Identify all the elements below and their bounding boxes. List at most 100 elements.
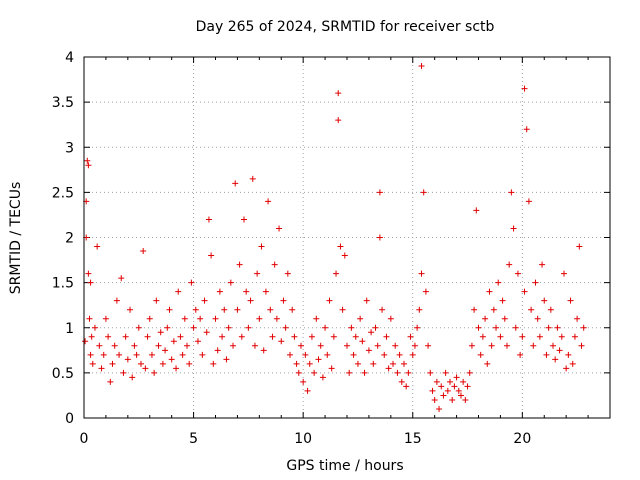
data-point [166,306,173,313]
data-point [352,333,359,340]
data-point [344,342,350,349]
data-point [107,378,114,385]
data-point [429,387,436,394]
data-point [576,243,583,250]
data-point [271,261,278,268]
data-point [536,333,543,340]
data-point [159,360,166,367]
data-point [451,383,458,390]
data-point [162,347,169,354]
data-point [506,261,513,268]
data-point [471,306,478,313]
data-point [203,329,210,336]
data-point [499,297,506,304]
data-point [510,225,517,232]
data-point [190,324,197,331]
data-point [405,369,412,376]
data-point [414,324,421,331]
data-point [135,324,142,331]
grid-lines [84,57,610,418]
data-point [300,378,307,385]
data-point [368,329,375,336]
data-point [91,324,98,331]
y-tick-label: 1 [65,321,74,337]
data-point [214,347,221,354]
data-point [361,369,368,376]
data-point [105,333,112,340]
data-point [179,351,186,358]
data-point [258,243,265,250]
data-point [205,216,212,223]
data-point [216,288,223,295]
y-tick-label: 0.5 [52,366,74,382]
data-point [532,279,539,286]
data-point [442,369,449,376]
data-point [521,85,528,92]
data-point [317,342,324,349]
data-point [223,356,230,363]
data-point [293,360,300,367]
data-point [157,329,164,336]
data-point [194,338,201,345]
data-point [396,351,403,358]
data-point [398,378,405,385]
data-point [486,288,493,295]
data-point [113,297,120,304]
data-point [444,387,451,394]
x-tick-label: 20 [513,431,531,447]
data-point [556,347,563,354]
data-point [514,270,521,277]
data-point [144,333,151,340]
data-point [155,342,162,349]
data-point [440,392,447,399]
data-point [96,342,103,349]
data-point [418,63,425,70]
data-point [333,270,340,277]
data-point [374,342,381,349]
data-point [249,175,256,182]
data-point [188,279,195,286]
data-point [234,306,241,313]
data-point [390,360,397,367]
data-point [534,315,541,322]
data-point [243,288,250,295]
data-point [153,297,160,304]
data-point [547,306,554,313]
data-point [339,306,346,313]
data-point [578,342,585,349]
data-point [488,342,495,349]
data-point [210,360,217,367]
data-point [359,338,366,345]
data-point [133,351,140,358]
data-point [100,351,107,358]
data-point [482,315,489,322]
data-point [98,365,105,372]
data-point [109,360,116,367]
data-point [102,315,109,322]
data-point [400,360,407,367]
data-point [560,270,567,277]
data-point [240,216,247,223]
data-point [479,333,486,340]
plot-frame [83,56,611,419]
data-point [543,351,550,358]
data-point [484,360,491,367]
data-point [219,333,226,340]
data-point [201,297,208,304]
data-point [236,261,243,268]
data-point [565,351,572,358]
data-point [192,306,199,313]
data-points [82,63,587,412]
data-point [186,360,193,367]
data-point [447,378,454,385]
data-point [466,369,473,376]
data-point [111,342,118,349]
data-point [530,342,537,349]
data-point [453,374,460,381]
data-point [438,383,445,390]
data-point [175,288,182,295]
x-tick-label: 15 [404,431,422,447]
data-point [460,378,467,385]
data-point [341,252,348,259]
y-tick-label: 2 [65,231,74,247]
